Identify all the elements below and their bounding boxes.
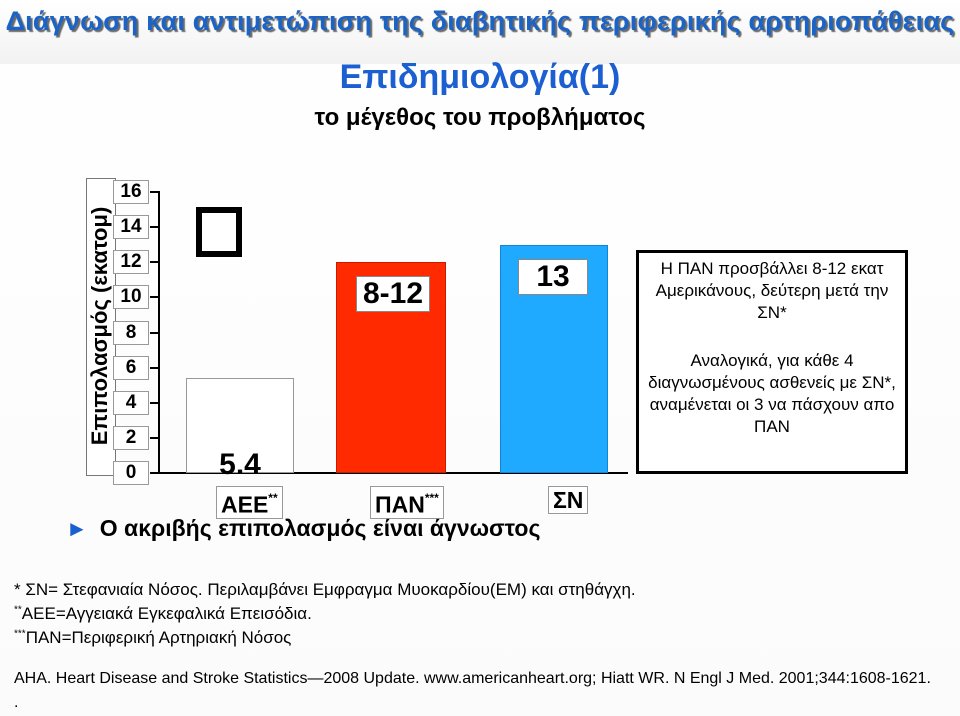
y-tick-label: 6 <box>113 355 149 380</box>
data-label-stroke: 5.4 <box>219 448 261 482</box>
data-label-cad: 13 <box>518 258 588 295</box>
x-label-cad: ΣΝ <box>548 486 589 514</box>
y-tick-mark <box>150 472 160 474</box>
bar-stroke <box>186 378 294 473</box>
footnote-pad-mark: *** <box>14 628 26 640</box>
slide-subtitle: το μέγεθος του προβλήματος <box>314 104 646 131</box>
y-tick-label: 8 <box>113 320 149 345</box>
bullet-text: Ο ακριβής επιπολασμός είναι άγνωστος <box>99 515 541 541</box>
data-label-pad: 8-12 <box>356 276 430 313</box>
trailing-mark: . <box>14 694 19 711</box>
y-tick-mark <box>150 261 160 264</box>
footnote-pad-text: ΠΑΝ=Περιφερική Αρτηριακή Νόσος <box>25 628 292 647</box>
bullet-point: ► Ο ακριβής επιπολασμός είναι άγνωστος <box>66 515 540 542</box>
square-marker-icon <box>196 207 242 257</box>
footnote-pad: ***ΠΑΝ=Περιφερική Αρτηριακή Νόσος <box>14 628 291 648</box>
y-tick-mark <box>150 191 160 193</box>
x-label-text: ΠΑΝ <box>375 491 425 518</box>
slide-banner: Διάγνωση και αντιμετώπιση της διαβητικής… <box>5 6 955 36</box>
footnote-stroke-mark: ** <box>14 604 22 616</box>
info-box: Η ΠΑΝ προσβάλλει 8-12 εκατ Αμερικάνους, … <box>636 250 908 474</box>
y-tick-label: 2 <box>113 425 149 450</box>
y-tick-label: 10 <box>113 285 149 310</box>
x-axis-baseline <box>158 472 628 474</box>
y-axis-label: Επιπολασμός (εκατομ) <box>87 206 112 446</box>
info-paragraph-1: Η ΠΑΝ προσβάλλει 8-12 εκατ Αμερικάνους, … <box>655 259 889 322</box>
y-tick-mark <box>150 331 160 334</box>
x-label-text: ΑΕΕ <box>221 491 269 518</box>
info-paragraph-2: Αναλογικά, για κάθε 4 διαγνωσμένους ασθε… <box>648 351 896 436</box>
y-tick-mark <box>150 401 160 404</box>
y-tick-mark <box>150 366 160 369</box>
footnote-stroke: **ΑΕΕ=Αγγειακά Εγκεφαλικά Επεισόδια. <box>14 604 312 624</box>
y-tick-label: 16 <box>113 180 149 204</box>
y-tick-mark <box>150 226 160 229</box>
x-label-mark: ** <box>268 491 278 505</box>
slide-title: Επιδημιολογία(1) <box>339 58 621 96</box>
reference-citation: AHA. Heart Disease and Stroke Statistics… <box>14 670 931 687</box>
x-label-mark: *** <box>424 491 439 505</box>
y-tick-label: 0 <box>113 461 149 485</box>
y-tick-label: 14 <box>113 215 149 240</box>
triangle-bullet-icon: ► <box>66 516 88 541</box>
y-tick-label: 12 <box>113 250 149 275</box>
y-tick-mark <box>150 296 160 299</box>
y-tick-label: 4 <box>113 390 149 415</box>
x-label-pad: ΠΑΝ*** <box>370 486 444 519</box>
y-tick-mark <box>150 436 160 439</box>
x-label-text: ΣΝ <box>553 487 584 513</box>
y-axis-label-box <box>86 178 116 476</box>
footnote-stroke-text: ΑΕΕ=Αγγειακά Εγκεφαλικά Επεισόδια. <box>21 604 312 623</box>
footnote-cad: * ΣΝ= Στεφανιαία Νόσος. Περιλαμβάνει Εμφ… <box>14 580 636 599</box>
header-band <box>0 0 960 64</box>
x-label-stroke: ΑΕΕ** <box>216 486 283 519</box>
